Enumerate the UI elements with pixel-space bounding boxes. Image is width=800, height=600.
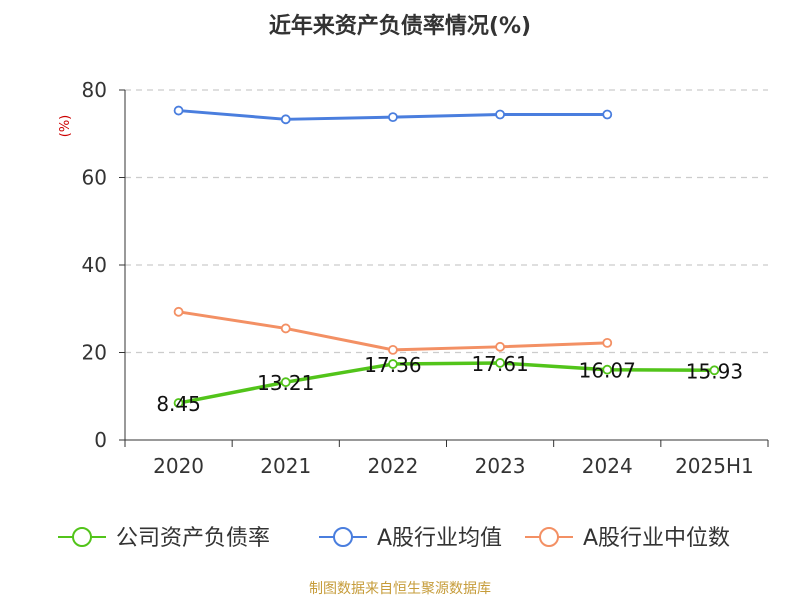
series-line bbox=[178, 310, 608, 352]
legend-label: A股行业中位数 bbox=[583, 526, 730, 551]
y-tick-label: 40 bbox=[82, 253, 107, 277]
x-tick-label: 2023 bbox=[475, 454, 526, 478]
data-point bbox=[173, 306, 184, 317]
data-point bbox=[495, 358, 505, 368]
y-axis-label: (%) bbox=[58, 115, 73, 138]
data-point bbox=[495, 109, 505, 120]
data-point bbox=[280, 377, 291, 388]
y-tick-label: 80 bbox=[82, 78, 107, 102]
data-labels: 8.45 13.21 17.36 17.61 16.07 15.93 bbox=[156, 352, 743, 416]
data-label: 16.07 bbox=[579, 359, 636, 383]
legend-label: A股行业均值 bbox=[377, 526, 502, 551]
data-source-note: 制图数据来自恒生聚源数据库 bbox=[309, 581, 491, 597]
data-point bbox=[709, 365, 720, 376]
x-tick-label: 2021 bbox=[260, 454, 311, 478]
grid-lines bbox=[125, 89, 768, 354]
data-label: 17.36 bbox=[364, 353, 421, 377]
data-point bbox=[602, 364, 613, 375]
data-point bbox=[602, 337, 613, 348]
data-point bbox=[602, 109, 613, 120]
y-tick-label: 60 bbox=[82, 166, 107, 190]
axes: 0 20 40 60 80 (%) 2020 2021 2022 2023 2024 2025H1 bbox=[58, 78, 769, 478]
data-point bbox=[173, 398, 184, 408]
chart-title: 近年来资产负债率情况(%) bbox=[268, 14, 532, 39]
series-line bbox=[178, 361, 715, 405]
legend: 公司资产负债率 A股行业均值 A股行业中位数 bbox=[58, 526, 730, 551]
data-label: 13.21 bbox=[257, 371, 314, 395]
x-tick-label: 2024 bbox=[582, 454, 633, 478]
data-point bbox=[173, 105, 184, 116]
data-point bbox=[280, 323, 291, 334]
data-label: 17.61 bbox=[471, 352, 528, 376]
data-point bbox=[388, 344, 398, 355]
data-point bbox=[495, 341, 505, 352]
legend-swatch-marker bbox=[539, 527, 559, 547]
data-label: 8.45 bbox=[156, 392, 201, 416]
legend-swatch-marker bbox=[72, 527, 92, 547]
y-tick-label: 0 bbox=[94, 428, 107, 452]
x-tick-label: 2022 bbox=[367, 454, 418, 478]
x-tick-label: 2020 bbox=[153, 454, 204, 478]
x-tick-label: 2025H1 bbox=[675, 454, 754, 478]
series-lines bbox=[173, 105, 720, 408]
data-point bbox=[388, 112, 398, 123]
data-label: 15.93 bbox=[686, 359, 743, 383]
y-tick-label: 20 bbox=[82, 341, 107, 365]
data-point bbox=[280, 114, 291, 125]
data-point bbox=[388, 359, 398, 369]
legend-label: 公司资产负债率 bbox=[116, 526, 270, 551]
legend-swatch-marker bbox=[333, 527, 353, 547]
